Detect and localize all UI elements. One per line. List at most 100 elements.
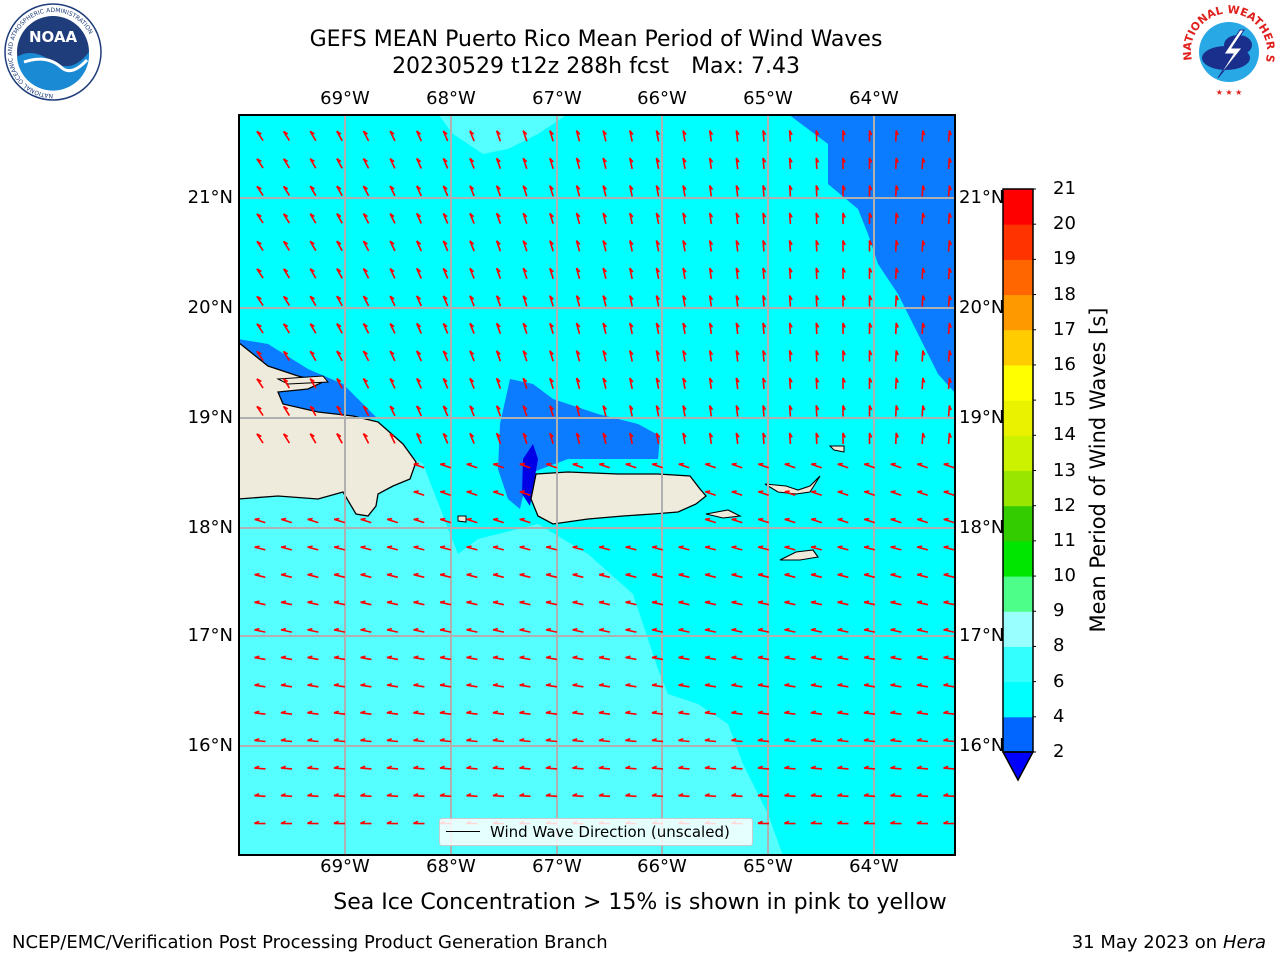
wave-direction-arrow (837, 600, 849, 606)
wave-direction-arrow (652, 462, 663, 469)
wave-direction-arrow (256, 350, 264, 362)
wave-direction-arrow (810, 627, 823, 633)
wave-direction-arrow (708, 322, 714, 335)
wave-direction-arrow (522, 130, 528, 142)
wave-direction-arrow (336, 295, 343, 307)
wave-direction-arrow (439, 765, 452, 770)
wave-direction-arrow (360, 572, 372, 579)
wave-direction-arrow (784, 517, 796, 524)
wave-direction-arrow (307, 655, 319, 661)
wave-direction-arrow (389, 405, 396, 417)
wave-direction-arrow (519, 462, 531, 469)
wave-direction-arrow (863, 765, 876, 770)
colorbar-segment (1003, 329, 1033, 366)
wave-direction-arrow (360, 710, 372, 715)
wave-direction-arrow (625, 710, 637, 715)
wave-direction-arrow (333, 765, 346, 770)
lat-label-left: 17°N (187, 625, 233, 646)
wave-direction-arrow (678, 710, 690, 715)
wave-direction-arrow (651, 793, 664, 798)
wave-direction-arrow (360, 765, 372, 770)
wave-direction-arrow (629, 322, 634, 335)
wave-direction-arrow (519, 545, 531, 551)
wave-direction-arrow (572, 545, 584, 551)
wave-direction-arrow (389, 432, 396, 444)
wave-direction-arrow (895, 267, 899, 280)
wave-direction-arrow (466, 572, 478, 579)
wave-direction-arrow (386, 737, 399, 743)
wave-direction-arrow (731, 655, 743, 661)
wave-direction-arrow (895, 130, 899, 142)
wave-direction-arrow (519, 600, 531, 606)
wave-direction-arrow (413, 710, 425, 715)
wave-direction-arrow (307, 572, 319, 579)
wave-direction-arrow (947, 267, 952, 280)
wave-direction-arrow (549, 212, 554, 224)
wave-direction-arrow (307, 517, 319, 524)
wave-direction-arrow (362, 240, 370, 252)
wave-direction-arrow (890, 545, 902, 551)
wave-direction-arrow (947, 405, 952, 417)
wave-direction-arrow (708, 212, 714, 225)
wave-direction-arrow (413, 545, 425, 551)
lat-label-left: 16°N (187, 735, 233, 756)
colorbar-segment (1003, 576, 1033, 612)
land-st-croix (779, 549, 819, 561)
wave-direction-arrow (890, 517, 902, 524)
wave-direction-arrow (678, 682, 690, 688)
wave-direction-arrow (309, 185, 317, 197)
wave-direction-arrow (842, 350, 846, 362)
wave-direction-arrow (389, 377, 396, 389)
wave-direction-arrow (708, 432, 714, 445)
wave-direction-arrow (655, 432, 661, 445)
wave-direction-arrow (895, 185, 899, 197)
wave-direction-arrow (333, 600, 346, 606)
land-virgin-islands (764, 475, 821, 495)
wave-direction-arrow (254, 710, 266, 715)
wave-direction-arrow (651, 655, 664, 661)
wave-direction-arrow (842, 432, 846, 445)
wave-direction-arrow (864, 490, 875, 496)
wave-direction-arrow (757, 655, 770, 661)
wave-direction-arrow (784, 710, 796, 715)
wave-direction-arrow (307, 545, 319, 551)
wave-direction-arrow (731, 793, 743, 798)
wave-direction-arrow (469, 185, 475, 197)
wave-direction-arrow (757, 793, 770, 798)
wave-direction-arrow (895, 377, 899, 390)
wave-direction-arrow (629, 212, 634, 225)
wave-direction-arrow (442, 295, 449, 307)
colorbar-segment (1003, 716, 1033, 753)
wave-direction-arrow (495, 267, 502, 279)
wave-direction-arrow (788, 185, 793, 197)
wave-direction-arrow (386, 655, 399, 661)
wave-direction-arrow (575, 322, 581, 335)
wave-direction-arrow (704, 627, 717, 633)
wave-direction-arrow (336, 433, 343, 444)
wave-direction-arrow (522, 432, 528, 444)
wave-direction-arrow (495, 212, 502, 224)
wave-direction-arrow (254, 572, 266, 579)
wave-direction-arrow (863, 737, 876, 743)
wave-direction-arrow (704, 765, 717, 770)
wave-direction-arrow (916, 517, 929, 524)
wave-direction-arrow (651, 627, 664, 633)
wave-direction-arrow (256, 130, 264, 142)
wave-direction-arrow (842, 322, 846, 335)
wave-direction-arrow (469, 432, 475, 444)
wave-direction-arrow (598, 710, 611, 715)
wave-direction-arrow (413, 490, 425, 496)
wave-direction-arrow (758, 462, 769, 469)
wave-direction-arrow (731, 517, 743, 524)
wave-direction-arrow (810, 765, 823, 770)
wave-direction-arrow (439, 682, 452, 688)
wave-direction-arrow (493, 462, 504, 469)
wave-direction-arrow (890, 655, 902, 661)
wave-direction-arrow (256, 433, 264, 444)
wave-direction-arrow (256, 405, 264, 417)
wave-direction-arrow (575, 157, 581, 170)
land-mona (457, 515, 467, 523)
wave-direction-arrow (492, 517, 505, 524)
wave-direction-arrow (895, 322, 899, 335)
wave-direction-arrow (947, 432, 952, 445)
